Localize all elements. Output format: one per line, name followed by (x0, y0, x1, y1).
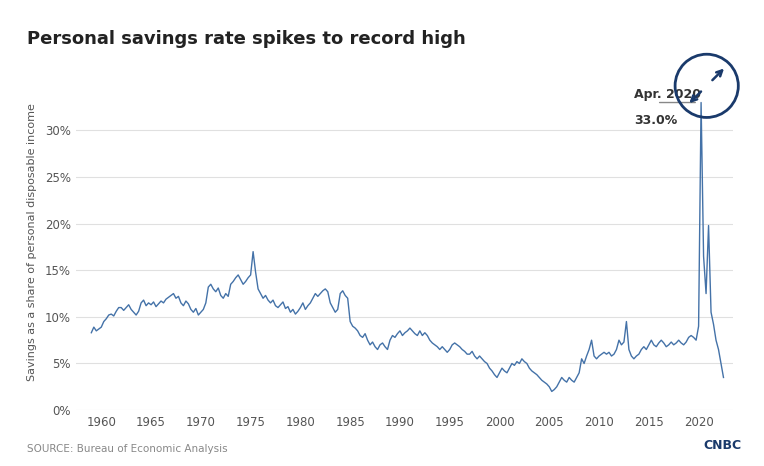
Y-axis label: Savings as a share of personal disposable income: Savings as a share of personal disposabl… (27, 103, 37, 381)
Text: Personal savings rate spikes to record high: Personal savings rate spikes to record h… (27, 30, 465, 48)
Text: SOURCE: Bureau of Economic Analysis: SOURCE: Bureau of Economic Analysis (27, 445, 228, 454)
Text: CNBC: CNBC (703, 439, 741, 452)
Text: 33.0%: 33.0% (634, 114, 677, 127)
Text: Apr. 2020: Apr. 2020 (634, 88, 701, 101)
